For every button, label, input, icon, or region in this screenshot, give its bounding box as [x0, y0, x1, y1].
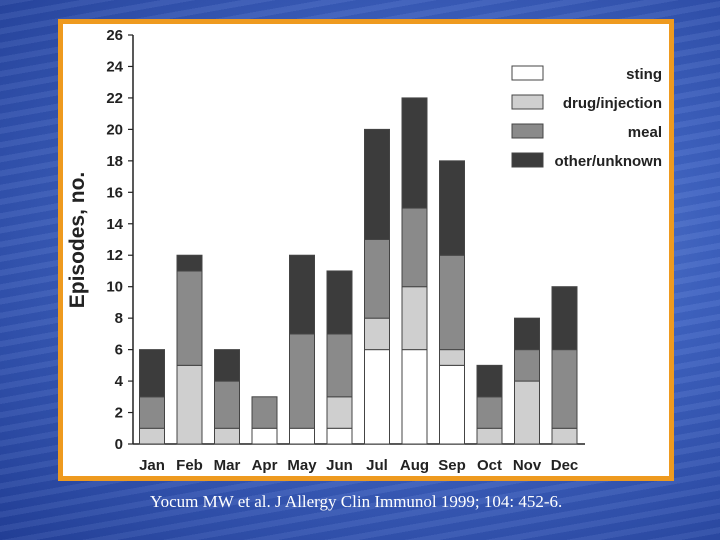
y-tick-label: 12 — [106, 247, 123, 264]
legend-swatch — [511, 65, 544, 81]
bar-segment-other-unknown — [476, 364, 503, 398]
y-tick-label: 20 — [106, 121, 123, 138]
bar-segment-meal — [439, 254, 465, 351]
bar-segment-other-unknown — [176, 254, 203, 272]
y-tick-label: 24 — [106, 58, 123, 75]
bar-segment-drug-injection — [514, 380, 540, 445]
legend-swatch — [511, 152, 544, 168]
bar-segment-other-unknown — [439, 160, 465, 256]
bar-segment-other-unknown — [326, 270, 353, 335]
x-tick-label: Oct — [477, 457, 502, 474]
bar-segment-meal — [214, 380, 240, 429]
x-tick-label: Apr — [252, 457, 278, 474]
bar-segment-drug-injection — [326, 396, 353, 429]
x-tick-label: May — [287, 457, 317, 474]
y-tick-label: 8 — [115, 310, 123, 327]
x-tick-label: Jan — [139, 457, 165, 474]
bar-segment-sting — [401, 349, 428, 445]
bar-segment-sting — [289, 427, 315, 445]
x-tick-label: Aug — [400, 457, 429, 474]
y-tick-label: 16 — [106, 184, 123, 201]
bar-segment-drug-injection — [176, 364, 203, 445]
bar-segment-sting — [364, 349, 390, 445]
bar-segment-meal — [326, 333, 353, 398]
bar-segment-other-unknown — [139, 349, 165, 398]
x-tick-label: Jun — [326, 457, 353, 474]
bar-segment-meal — [551, 349, 578, 429]
bar-segment-drug-injection — [214, 427, 240, 445]
bar-segment-drug-injection — [476, 427, 503, 445]
bar-segment-meal — [364, 239, 390, 319]
bar-segment-meal — [251, 396, 278, 429]
y-tick-label: 18 — [106, 153, 123, 170]
legend-label: drug/injection — [563, 95, 662, 112]
bar-segment-sting — [326, 427, 353, 445]
y-tick-label: 14 — [106, 216, 123, 233]
legend-label: other/unknown — [555, 153, 663, 170]
bar-segment-meal — [401, 207, 428, 288]
citation: Yocum MW et al. J Allergy Clin Immunol 1… — [150, 492, 563, 511]
bar-segment-other-unknown — [551, 286, 578, 351]
y-tick-label: 22 — [106, 90, 123, 107]
y-tick-label: 26 — [106, 27, 123, 44]
bar-segment-sting — [251, 427, 278, 445]
y-tick-label: 2 — [115, 405, 123, 422]
bar-segment-other-unknown — [514, 317, 540, 351]
bar-segment-other-unknown — [289, 254, 315, 335]
bar-segment-other-unknown — [364, 128, 390, 240]
bar-segment-meal — [176, 270, 203, 366]
y-tick-label: 6 — [115, 342, 123, 359]
y-axis-label: Episodes, no. — [66, 172, 89, 309]
bar-segment-other-unknown — [401, 97, 428, 209]
bar-segment-meal — [514, 349, 540, 382]
x-tick-label: Dec — [551, 457, 579, 474]
bar-segment-other-unknown — [214, 349, 240, 382]
bar-segment-drug-injection — [139, 427, 165, 445]
x-tick-label: Nov — [513, 457, 542, 474]
legend-label: meal — [628, 124, 662, 141]
bar-segment-drug-injection — [551, 427, 578, 445]
bar-segment-sting — [439, 364, 465, 445]
legend-label: sting — [626, 66, 662, 83]
x-tick-label: Mar — [214, 457, 241, 474]
bar-segment-meal — [289, 333, 315, 429]
y-tick-label: 0 — [115, 436, 123, 453]
bar-segment-meal — [476, 396, 503, 429]
bar-segment-drug-injection — [364, 317, 390, 351]
x-tick-label: Jul — [366, 457, 388, 474]
legend-swatch — [511, 94, 544, 110]
x-tick-label: Feb — [176, 457, 203, 474]
y-tick-label: 4 — [115, 373, 124, 390]
bar-segment-meal — [139, 396, 165, 429]
x-tick-label: Sep — [438, 457, 466, 474]
legend-swatch — [511, 123, 544, 139]
y-tick-label: 10 — [106, 279, 123, 296]
bar-segment-drug-injection — [439, 349, 465, 366]
bar-segment-drug-injection — [401, 286, 428, 351]
